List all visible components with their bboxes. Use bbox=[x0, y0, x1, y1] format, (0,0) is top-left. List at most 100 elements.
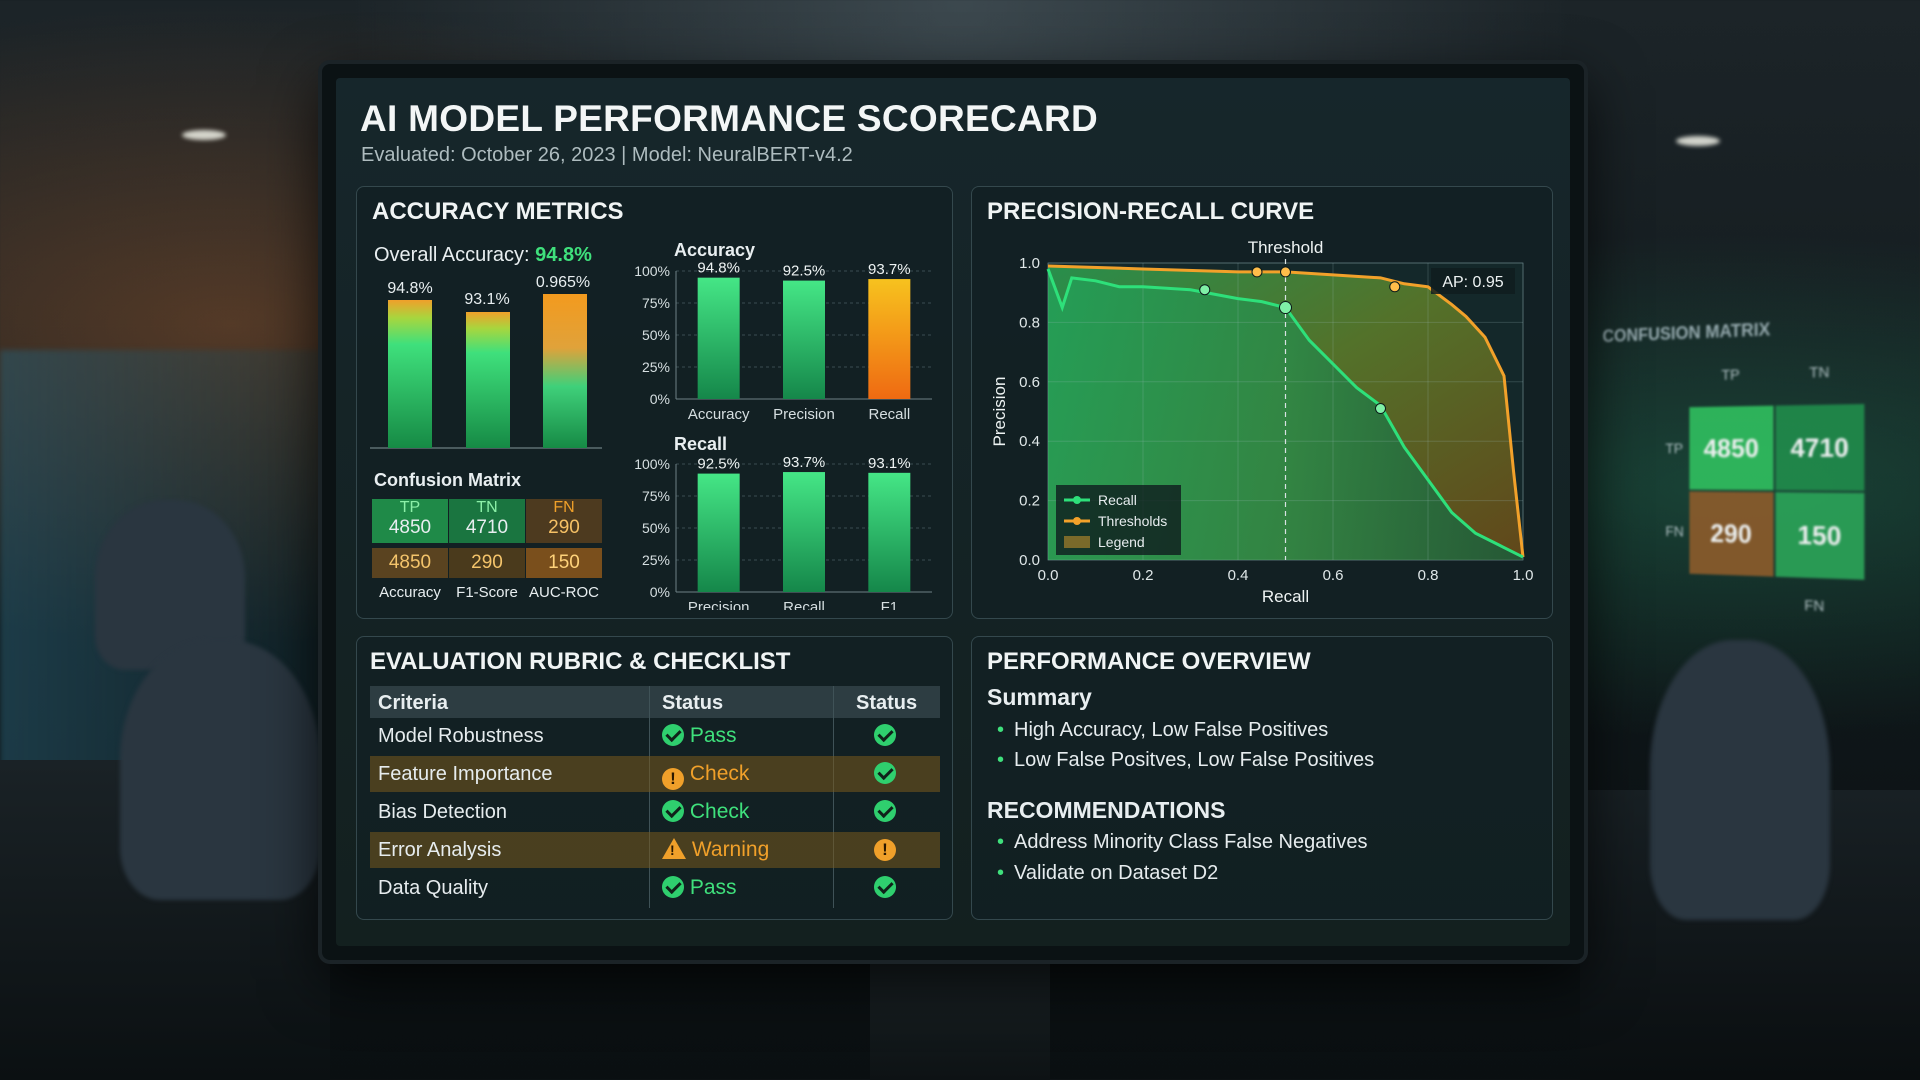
confusion-matrix-title: Confusion Matrix bbox=[374, 470, 521, 490]
left-bar-label-1: 94.8% bbox=[387, 280, 433, 297]
pr-point bbox=[1375, 403, 1386, 415]
pr-legend-label: Recall bbox=[1098, 492, 1137, 508]
overview-title: PERFORMANCE OVERVIEW bbox=[987, 648, 1311, 675]
left-bar-label-3: 0.965% bbox=[535, 274, 591, 291]
header-criteria: Criteria bbox=[378, 692, 449, 714]
accuracy-y-tick: 75% bbox=[642, 295, 670, 311]
table-divider bbox=[833, 686, 834, 908]
check-circle-icon bbox=[662, 876, 684, 898]
status-cell: ! Check bbox=[662, 762, 749, 790]
accuracy-y-tick: 25% bbox=[642, 359, 670, 375]
recall-bar-label: 93.1% bbox=[868, 455, 911, 472]
pr-y-tick: 1.0 bbox=[1019, 255, 1040, 272]
table-row: Error Analysis ! Warning ! bbox=[370, 832, 940, 868]
background-person bbox=[1650, 640, 1830, 920]
accuracy-x-tick: Recall bbox=[868, 406, 910, 423]
pr-point bbox=[1389, 281, 1401, 293]
pr-ap-box bbox=[1431, 268, 1515, 294]
pr-x-tick: 0.8 bbox=[1418, 567, 1439, 584]
accuracy-bar bbox=[783, 280, 825, 399]
recall-bar-label: 92.5% bbox=[697, 456, 740, 473]
summary-item: High Accuracy, Low False Positives bbox=[997, 719, 1328, 742]
rubric-table-header: Criteria Status Status bbox=[370, 686, 940, 718]
recall-bar bbox=[697, 473, 740, 592]
pr-x-tick: 0.4 bbox=[1228, 567, 1249, 584]
warning-triangle-icon: ! bbox=[662, 838, 686, 859]
accuracy-bar-label: 93.7% bbox=[868, 261, 911, 278]
status-warning-icon: ! bbox=[874, 838, 896, 861]
accuracy-metrics-title: ACCURACY METRICS bbox=[372, 198, 624, 225]
pr-point bbox=[1280, 266, 1291, 278]
pr-point bbox=[1199, 284, 1211, 296]
pr-legend-label: Thresholds bbox=[1098, 513, 1167, 529]
recall-y-tick: 0% bbox=[650, 584, 670, 600]
left-bar-chart bbox=[370, 294, 602, 449]
accuracy-y-tick: 50% bbox=[642, 327, 670, 343]
pr-x-tick: 0.2 bbox=[1133, 567, 1154, 584]
pr-ap-label: AP: 0.95 bbox=[1442, 274, 1503, 291]
criteria-cell: Bias Detection bbox=[378, 801, 507, 823]
background-person bbox=[120, 640, 320, 900]
accuracy-x-tick: Precision bbox=[773, 406, 835, 423]
recall-bar bbox=[783, 472, 825, 592]
accuracy-metrics-panel bbox=[356, 186, 953, 619]
summary-title: Summary bbox=[987, 684, 1092, 710]
left-bar-2 bbox=[466, 312, 510, 448]
pr-legend-label: Legend bbox=[1098, 534, 1145, 550]
pr-legend-marker bbox=[1073, 517, 1081, 525]
pr-y-tick: 0.4 bbox=[1019, 433, 1040, 450]
recall-y-tick: 50% bbox=[642, 520, 670, 536]
header-status: Status bbox=[662, 692, 724, 714]
page-title: AI MODEL PERFORMANCE SCORECARD bbox=[360, 98, 1099, 139]
pr-thresholds-line bbox=[1047, 264, 1525, 558]
accuracy-bar bbox=[697, 277, 740, 399]
pr-recall-line bbox=[1046, 268, 1524, 559]
accuracy-y-tick: 0% bbox=[650, 391, 670, 407]
table-row: Model Robustness Pass bbox=[370, 718, 940, 754]
check-circle-icon bbox=[662, 800, 684, 822]
pr-legend-swatch bbox=[1064, 536, 1090, 548]
pr-x-tick: 0.0 bbox=[1038, 567, 1059, 584]
recall-chart-title: Recall bbox=[674, 434, 728, 454]
table-divider bbox=[649, 686, 650, 908]
cm-footer-f1: F1-Score bbox=[456, 584, 518, 601]
overall-accuracy: Overall Accuracy: 94.8% bbox=[374, 244, 592, 267]
cm-cell-tn: TN 4710 bbox=[449, 499, 525, 543]
table-row: Bias Detection Check bbox=[370, 794, 940, 830]
recall-y-tick: 75% bbox=[642, 488, 670, 504]
status-cell: Pass bbox=[662, 724, 737, 748]
status-cell: Check bbox=[662, 800, 749, 824]
pr-x-tick: 0.6 bbox=[1323, 567, 1344, 584]
header-status-2: Status bbox=[856, 692, 918, 714]
accuracy-bar bbox=[868, 279, 911, 399]
recall-bar-label: 93.7% bbox=[783, 454, 826, 471]
mini-bar-charts: 100% 75% 50% 25% 0% 94.8% Accuracy 92.5% Precisi… bbox=[634, 260, 932, 610]
pr-point bbox=[1251, 266, 1263, 278]
table-row: Feature Importance ! Check bbox=[370, 756, 940, 792]
accuracy-chart-title: Accuracy bbox=[674, 240, 756, 260]
pr-y-axis-label: Precision bbox=[990, 377, 1009, 447]
summary-item: Low False Positves, Low False Positives bbox=[997, 749, 1374, 772]
left-bar-3 bbox=[543, 294, 587, 448]
status-cell: ! Warning bbox=[662, 838, 769, 862]
accuracy-x-tick: Accuracy bbox=[688, 406, 750, 423]
pr-threshold-label: Threshold bbox=[1248, 238, 1324, 257]
cm-footer-auc: AUC-ROC bbox=[529, 584, 599, 601]
pr-x-axis-label: Recall bbox=[1262, 587, 1309, 606]
pr-legend-marker bbox=[1073, 496, 1081, 504]
pr-y-tick: 0.2 bbox=[1019, 493, 1040, 510]
check-circle-icon bbox=[874, 724, 896, 746]
recall-x-tick: F1 bbox=[881, 599, 899, 610]
page-subtitle: Evaluated: October 26, 2023 | Model: Neu… bbox=[361, 144, 853, 166]
status-check-icon bbox=[874, 876, 896, 899]
background-confusion-matrix: CONFUSION MATRIX TP TN TP FN FN 4850 471… bbox=[1603, 312, 1920, 617]
check-circle-icon bbox=[662, 724, 684, 746]
exclamation-circle-icon: ! bbox=[874, 839, 896, 861]
pr-x-tick: 1.0 bbox=[1513, 567, 1534, 584]
table-row: Data Quality Pass bbox=[370, 870, 940, 906]
check-circle-icon bbox=[874, 800, 896, 822]
cm-cell-tp: TP 4850 bbox=[372, 499, 448, 543]
cm-cell-r2c2: 290 bbox=[449, 548, 525, 578]
left-bar-label-2: 93.1% bbox=[464, 291, 510, 308]
criteria-cell: Feature Importance bbox=[378, 763, 553, 785]
